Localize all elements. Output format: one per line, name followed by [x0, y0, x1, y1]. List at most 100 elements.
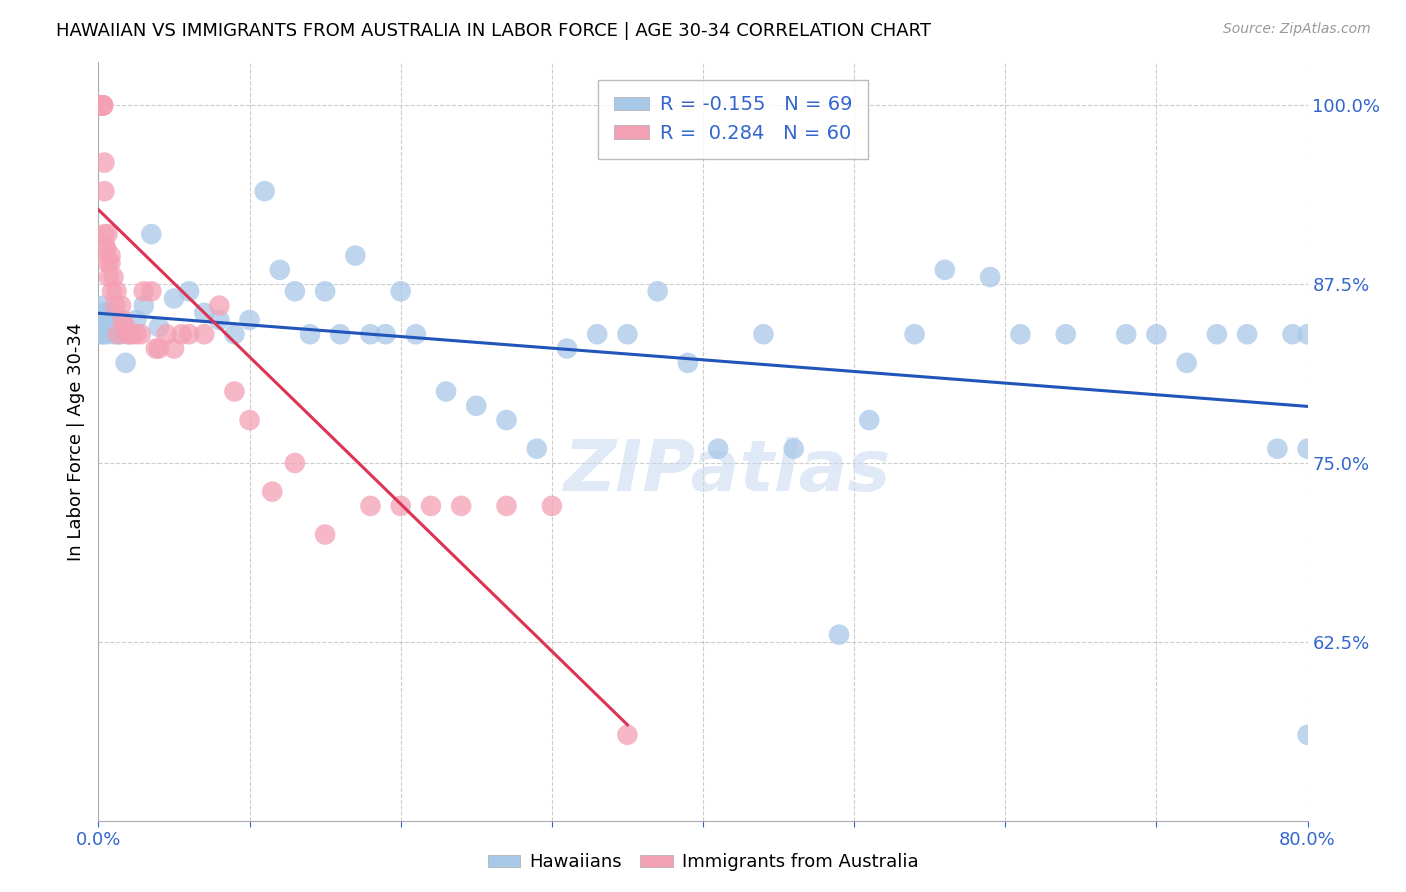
- Point: [105, 285, 128, 299]
- Point: [91, 98, 114, 112]
- Point: [91, 98, 114, 112]
- Point: [495, 499, 517, 513]
- Point: [465, 399, 488, 413]
- Point: [114, 320, 136, 334]
- Point: [107, 327, 129, 342]
- Text: HAWAIIAN VS IMMIGRANTS FROM AUSTRALIA IN LABOR FORCE | AGE 30-34 CORRELATION CHA: HAWAIIAN VS IMMIGRANTS FROM AUSTRALIA IN…: [56, 22, 931, 40]
- Point: [1115, 327, 1137, 342]
- Y-axis label: In Labor Force | Age 30-34: In Labor Force | Age 30-34: [66, 322, 84, 561]
- Point: [96, 227, 118, 241]
- Point: [90, 98, 112, 112]
- Point: [110, 327, 132, 342]
- Point: [141, 227, 163, 241]
- Point: [145, 342, 167, 356]
- Point: [141, 285, 163, 299]
- Point: [114, 356, 136, 370]
- Point: [125, 313, 148, 327]
- Point: [208, 299, 231, 313]
- Point: [110, 299, 132, 313]
- Point: [389, 285, 412, 299]
- Point: [752, 327, 775, 342]
- Point: [132, 285, 155, 299]
- Point: [179, 285, 201, 299]
- Point: [405, 327, 427, 342]
- Point: [94, 320, 117, 334]
- Point: [1296, 442, 1319, 456]
- Point: [89, 98, 111, 112]
- Point: [96, 320, 118, 334]
- Point: [193, 306, 215, 320]
- Point: [284, 456, 307, 470]
- Point: [828, 628, 851, 642]
- Point: [107, 327, 129, 342]
- Point: [89, 98, 111, 112]
- Point: [163, 292, 186, 306]
- Legend: R = -0.155   N = 69, R =  0.284   N = 60: R = -0.155 N = 69, R = 0.284 N = 60: [598, 79, 869, 159]
- Point: [374, 327, 396, 342]
- Point: [89, 98, 111, 112]
- Point: [125, 327, 148, 342]
- Point: [101, 320, 124, 334]
- Point: [616, 327, 638, 342]
- Point: [1144, 327, 1167, 342]
- Point: [1206, 327, 1229, 342]
- Text: Source: ZipAtlas.com: Source: ZipAtlas.com: [1223, 22, 1371, 37]
- Point: [89, 327, 111, 342]
- Point: [299, 327, 322, 342]
- Point: [96, 256, 118, 270]
- Point: [1296, 327, 1319, 342]
- Point: [208, 313, 231, 327]
- Point: [103, 327, 125, 342]
- Point: [129, 327, 152, 342]
- Point: [555, 342, 578, 356]
- Point: [148, 342, 170, 356]
- Point: [94, 327, 117, 342]
- Point: [103, 270, 125, 285]
- Point: [329, 327, 352, 342]
- Point: [253, 184, 276, 198]
- Point: [100, 256, 122, 270]
- Point: [707, 442, 730, 456]
- Point: [93, 313, 115, 327]
- Point: [91, 98, 114, 112]
- Point: [93, 306, 115, 320]
- Point: [132, 299, 155, 313]
- Point: [121, 327, 143, 342]
- Point: [239, 413, 262, 427]
- Point: [118, 327, 141, 342]
- Point: [262, 484, 284, 499]
- Point: [91, 299, 114, 313]
- Point: [91, 98, 114, 112]
- Point: [239, 313, 262, 327]
- Point: [90, 98, 112, 112]
- Point: [1010, 327, 1032, 342]
- Point: [360, 327, 382, 342]
- Point: [1175, 356, 1198, 370]
- Point: [540, 499, 562, 513]
- Point: [118, 327, 141, 342]
- Point: [179, 327, 201, 342]
- Point: [526, 442, 548, 456]
- Point: [100, 306, 122, 320]
- Point: [1267, 442, 1289, 456]
- Point: [1054, 327, 1077, 342]
- Point: [100, 249, 122, 263]
- Point: [89, 98, 111, 112]
- Point: [90, 98, 112, 112]
- Point: [91, 327, 114, 342]
- Point: [105, 320, 128, 334]
- Point: [98, 313, 121, 327]
- Point: [934, 263, 956, 277]
- Point: [155, 327, 177, 342]
- Point: [148, 320, 170, 334]
- Point: [269, 263, 291, 277]
- Point: [90, 306, 112, 320]
- Point: [434, 384, 457, 399]
- Point: [193, 327, 215, 342]
- Point: [91, 98, 114, 112]
- Point: [170, 327, 193, 342]
- Point: [495, 413, 517, 427]
- Point: [1296, 728, 1319, 742]
- Point: [783, 442, 806, 456]
- Point: [90, 98, 112, 112]
